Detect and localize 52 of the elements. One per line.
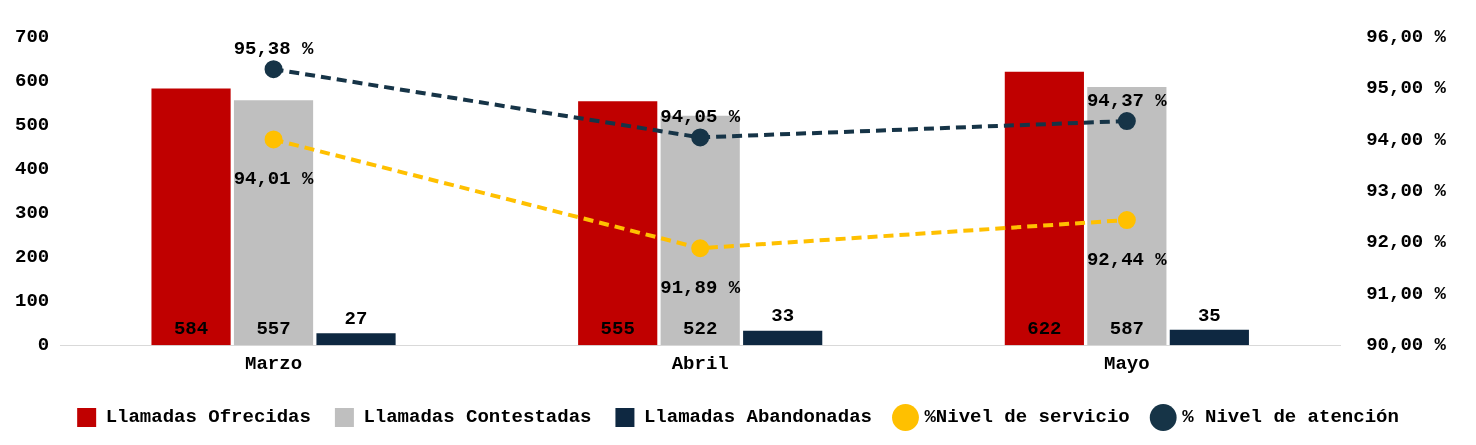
legend-label: %Nivel de servicio: [924, 406, 1130, 429]
y-tick-label: 200: [14, 246, 50, 269]
y-tick-label: 600: [14, 70, 50, 93]
y2-tick-label: 91,00 %: [1366, 282, 1447, 305]
data-label: 33: [771, 305, 795, 328]
point: [264, 130, 283, 149]
y2-tick-label: 90,00 %: [1366, 333, 1447, 356]
point: [691, 128, 710, 147]
bar: [743, 330, 823, 346]
bar: [1004, 71, 1084, 346]
point: [1117, 112, 1136, 131]
legend-label: % Nivel de atención: [1182, 406, 1399, 429]
y-tick-label: 0: [37, 333, 50, 356]
x-tick-label: Marzo: [245, 353, 303, 376]
y2-tick-label: 92,00 %: [1366, 231, 1447, 254]
data-label: 27: [344, 308, 368, 331]
legend-label: Llamadas Ofrecidas: [105, 406, 311, 429]
data-label: 91,89 %: [660, 277, 741, 300]
y-tick-label: 500: [14, 114, 50, 137]
y-tick-label: 300: [14, 202, 50, 225]
y-tick-label: 700: [14, 26, 50, 49]
data-label: 35: [1197, 304, 1221, 327]
data-label: 94,05 %: [660, 106, 741, 129]
y-tick-label: 400: [14, 158, 50, 181]
data-label: 94,01 %: [233, 168, 315, 191]
data-label: 587: [1109, 317, 1144, 340]
point: [1117, 211, 1136, 230]
y2-tick-label: 95,00 %: [1366, 77, 1447, 100]
data-label: 95,38 %: [233, 37, 315, 60]
y-tick-label: 100: [14, 290, 50, 313]
x-tick-label: Mayo: [1104, 353, 1150, 376]
data-label: 622: [1027, 317, 1062, 340]
x-tick-label: Abril: [671, 353, 729, 376]
bar: [1087, 87, 1167, 346]
bar: [1169, 329, 1249, 346]
legend-label: Llamadas Contestadas: [363, 406, 592, 429]
bar: [578, 101, 658, 346]
y2-tick-label: 93,00 %: [1366, 180, 1447, 203]
data-label: 584: [173, 317, 209, 340]
data-label: 522: [683, 317, 718, 340]
data-label: 555: [600, 317, 635, 340]
data-label: 94,37 %: [1086, 89, 1168, 112]
bar: [316, 333, 396, 346]
point: [264, 60, 283, 79]
data-label: 92,44 %: [1086, 248, 1168, 271]
legend-label: Llamadas Abandonadas: [643, 406, 872, 429]
bar: [151, 88, 231, 346]
y2-tick-label: 94,00 %: [1366, 128, 1447, 151]
point: [691, 239, 710, 258]
data-label: 557: [256, 317, 291, 340]
y2-tick-label: 96,00 %: [1366, 26, 1447, 49]
bar: [233, 100, 314, 346]
